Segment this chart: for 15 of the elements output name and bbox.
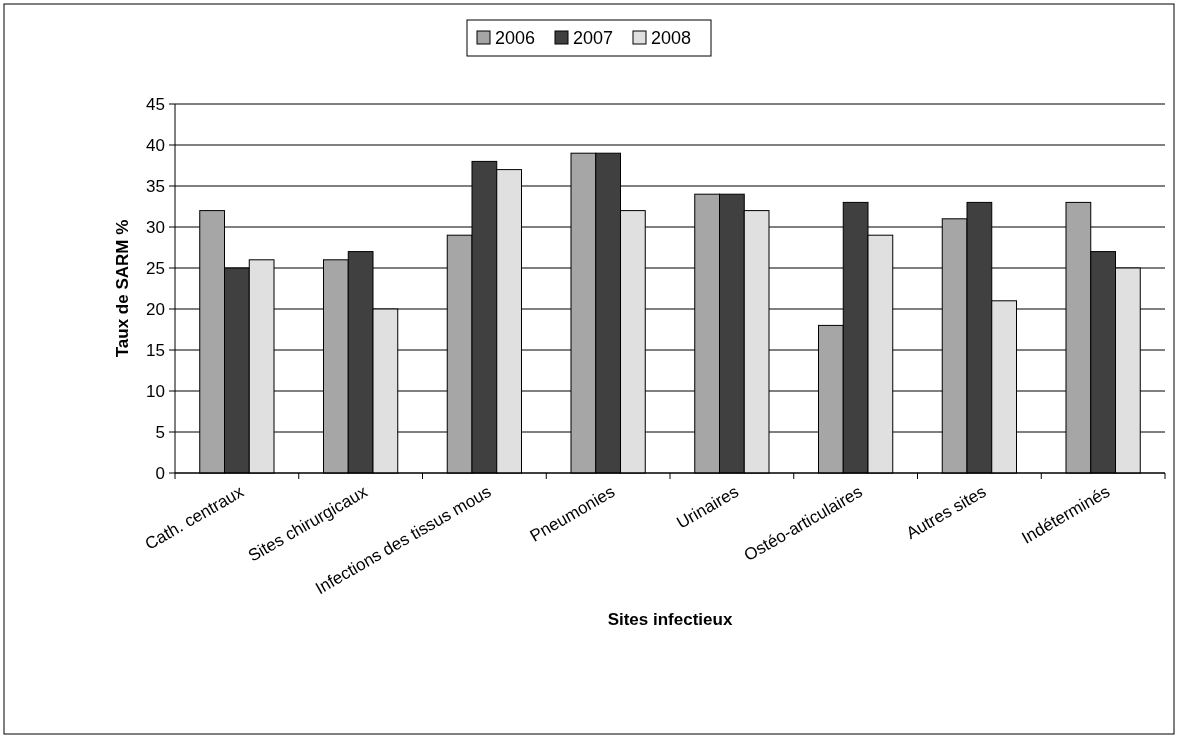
- y-tick-label: 40: [146, 135, 165, 155]
- y-tick-label: 30: [146, 217, 165, 237]
- y-tick-label: 15: [146, 340, 165, 360]
- y-tick-label: 25: [146, 258, 165, 278]
- legend-label: 2007: [573, 28, 614, 49]
- y-tick-label: 10: [146, 381, 165, 401]
- y-tick-label: 20: [146, 299, 165, 319]
- y-tick-label: 0: [155, 463, 165, 483]
- legend-label: 2006: [495, 28, 536, 49]
- y-tick-label: 45: [146, 94, 165, 114]
- x-axis-title: Sites infectieux: [607, 610, 733, 629]
- y-tick-label: 5: [155, 422, 165, 442]
- legend-label: 2008: [651, 28, 692, 49]
- y-tick-label: 35: [146, 176, 165, 196]
- y-axis-title: Taux de SARM %: [113, 219, 132, 358]
